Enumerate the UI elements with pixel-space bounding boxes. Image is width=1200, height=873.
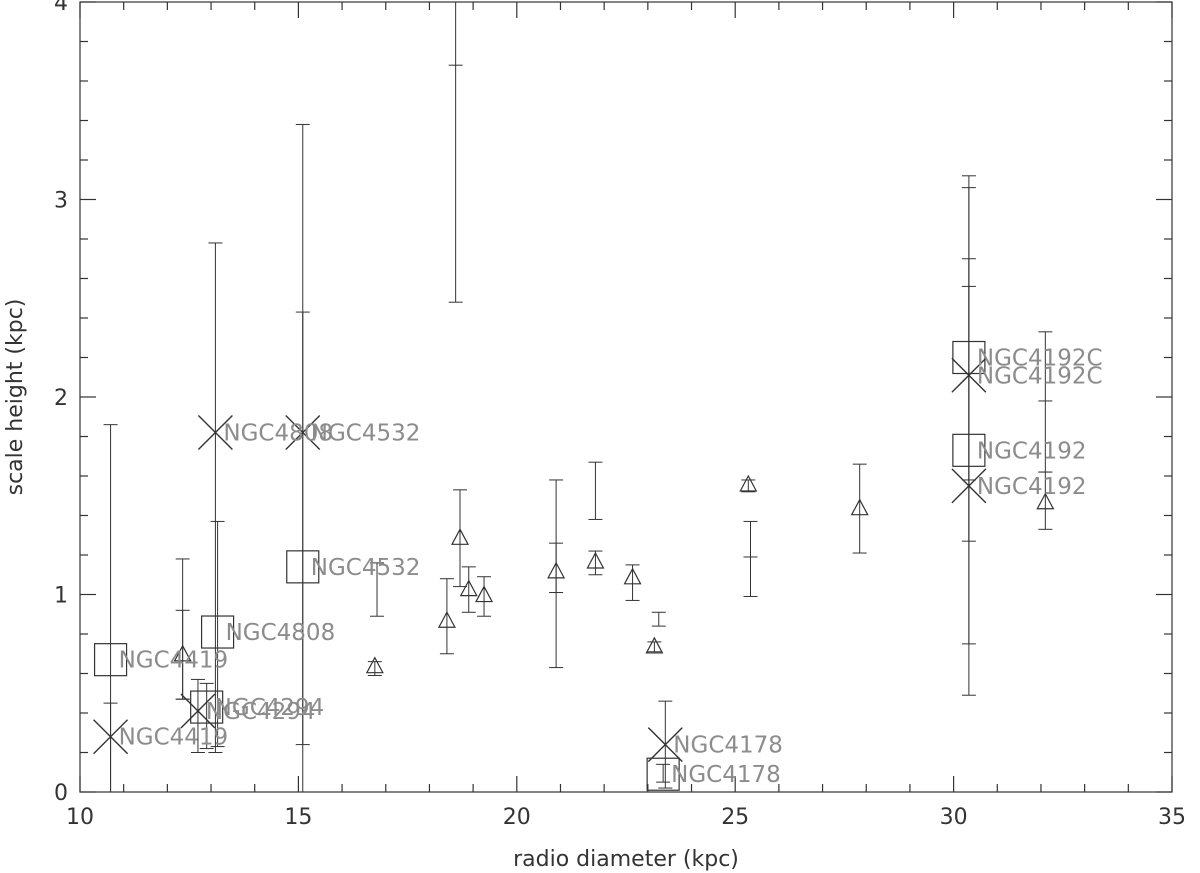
galaxy-label: NGC4419 xyxy=(119,725,229,751)
cross-stroke xyxy=(647,727,683,763)
galaxy-label: NGC4532 xyxy=(311,421,421,447)
x-tick-label: 15 xyxy=(284,805,312,830)
galaxy-label: NGC4178 xyxy=(671,762,781,788)
galaxy-label: NGC4294 xyxy=(215,695,325,721)
cross-marker xyxy=(285,415,321,451)
triangle-marker xyxy=(459,579,478,597)
triangle-marker xyxy=(623,567,642,585)
y-axis-label: scale height (kpc) xyxy=(3,299,28,496)
triangle-marker xyxy=(1036,492,1055,510)
plot-frame xyxy=(79,1,1173,793)
cross-stroke xyxy=(180,693,216,729)
triangle-marker xyxy=(365,656,384,674)
cross-stroke xyxy=(951,468,987,504)
triangle-marker xyxy=(437,610,456,628)
triangle-marker xyxy=(739,474,758,492)
galaxy-label: NGC4192C xyxy=(977,346,1103,372)
y-tick-label: 3 xyxy=(54,189,68,214)
cross-stroke xyxy=(197,415,233,451)
galaxy-label: NGC4419 xyxy=(119,648,229,674)
galaxy-label: NGC4192C xyxy=(977,363,1103,389)
y-tick-label: 1 xyxy=(54,584,68,609)
x-tick-label: 35 xyxy=(1158,805,1186,830)
square-marker xyxy=(952,433,986,467)
y-tick-label: 0 xyxy=(54,781,68,806)
square-marker xyxy=(200,615,235,649)
cross-marker xyxy=(180,693,216,729)
cross-marker xyxy=(951,357,987,393)
error-bars xyxy=(103,2,1053,792)
cross-stroke xyxy=(285,415,321,451)
cross-marker xyxy=(93,719,129,755)
galaxy-label: NGC4178 xyxy=(673,733,783,759)
square-marker xyxy=(952,340,986,375)
x-tick-label: 10 xyxy=(66,805,94,830)
square-marker xyxy=(190,690,224,724)
y-tick-label: 2 xyxy=(54,386,68,411)
triangle-marker xyxy=(586,551,605,569)
triangle-marker xyxy=(451,528,470,545)
galaxy-label: NGC4192 xyxy=(977,474,1087,500)
y-tick-label: 4 xyxy=(54,0,68,16)
triangle-marker xyxy=(173,644,192,662)
x-tick-label: 25 xyxy=(721,805,749,830)
galaxy-label: NGC4808 xyxy=(223,421,333,447)
triangle-marker xyxy=(475,585,494,603)
y-axis-ticks: 0 1 2 3 4 xyxy=(54,0,1172,806)
square-marker xyxy=(93,643,128,677)
cross-marker xyxy=(951,468,987,504)
x-axis-label: radio diameter (kpc) xyxy=(513,847,739,872)
x-axis-ticks: 10 15 20 25 30 35 xyxy=(66,2,1186,830)
square-marker xyxy=(646,757,680,791)
galaxy-label: NGC4294 xyxy=(206,699,316,725)
square-marker xyxy=(286,550,320,584)
galaxy-label: NGC4808 xyxy=(226,620,336,646)
galaxy-label: NGC4532 xyxy=(311,555,421,581)
triangle-marker xyxy=(645,636,664,654)
galaxy-label: NGC4192 xyxy=(977,438,1087,464)
triangle-marker xyxy=(547,561,566,579)
cross-marker xyxy=(197,415,233,451)
data-markers xyxy=(93,340,1055,791)
cross-marker xyxy=(647,727,683,763)
x-tick-label: 20 xyxy=(503,805,531,830)
cross-stroke xyxy=(951,357,987,393)
triangle-marker xyxy=(850,498,869,516)
cross-stroke xyxy=(93,719,129,755)
galaxy-labels: NGC4419NGC4294NGC4808NGC4532NGC4178NGC41… xyxy=(119,346,1103,789)
x-tick-label: 30 xyxy=(940,805,968,830)
